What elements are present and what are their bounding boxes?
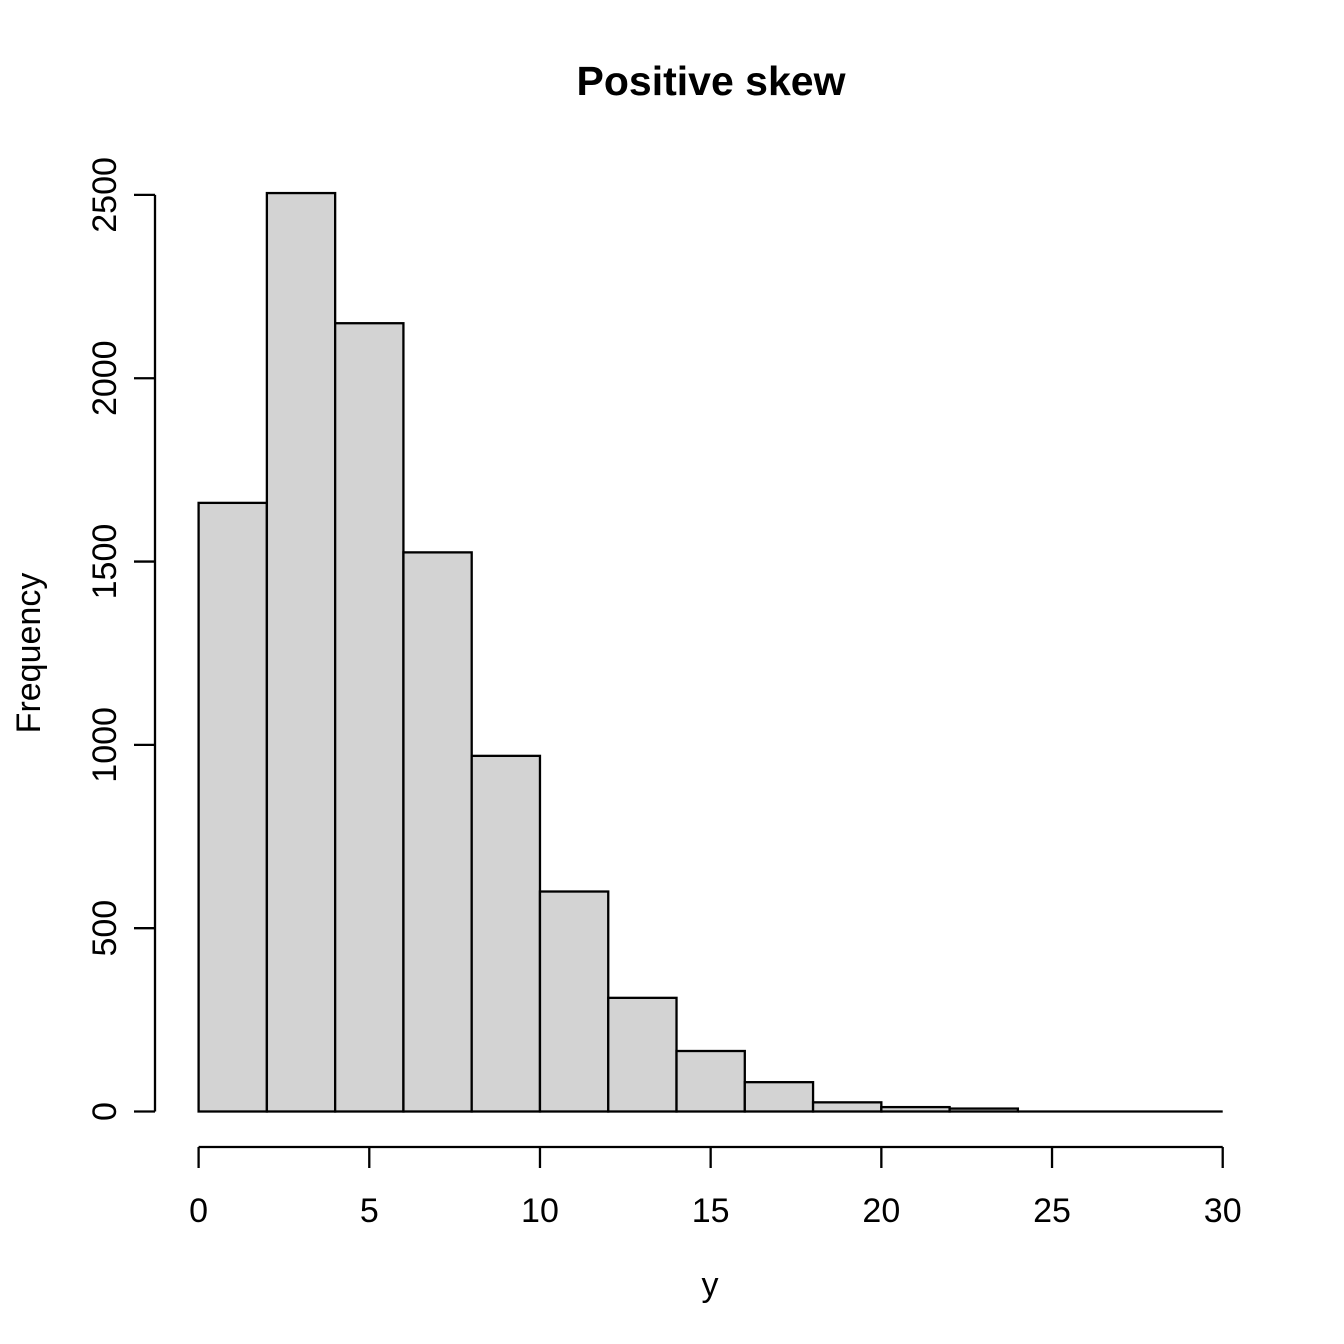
y-tick-label: 0: [86, 1102, 124, 1121]
x-axis-label: y: [702, 1266, 719, 1304]
y-tick-label: 2500: [86, 157, 124, 233]
histogram-bar: [675, 1049, 746, 1113]
histogram-bar: [948, 1107, 1020, 1113]
histogram-bar: [743, 1081, 815, 1113]
histogram-bar: [470, 754, 542, 1113]
histogram-bar: [811, 1101, 883, 1113]
histogram-bars: [197, 191, 1223, 1113]
histogram-bar: [265, 191, 337, 1113]
x-tick-label: 20: [862, 1192, 900, 1230]
y-axis-label: Frequency: [10, 573, 48, 734]
y-axis: 0 500 1000 1500 2000 2500: [86, 157, 157, 1121]
x-tick-label: 10: [521, 1192, 559, 1230]
histogram-bar: [538, 890, 610, 1113]
x-tick-label: 25: [1033, 1192, 1071, 1230]
y-tick-label: 2000: [86, 340, 124, 416]
x-tick-label: 0: [189, 1192, 208, 1230]
x-tick-label: 30: [1204, 1192, 1242, 1230]
x-tick-label: 5: [360, 1192, 379, 1230]
histogram-bar: [402, 551, 473, 1113]
chart-title: Positive skew: [577, 58, 846, 104]
y-tick-label: 500: [86, 900, 124, 957]
histogram-bar: [880, 1105, 951, 1113]
histogram-bar: [333, 322, 405, 1113]
x-axis: 0 5 10 15 20 25 30: [189, 1145, 1242, 1230]
histogram-bar: [197, 501, 269, 1113]
x-tick-label: 15: [692, 1192, 730, 1230]
y-tick-label: 1500: [86, 524, 124, 600]
histogram-bar: [607, 996, 678, 1113]
y-tick-label: 1000: [86, 707, 124, 783]
